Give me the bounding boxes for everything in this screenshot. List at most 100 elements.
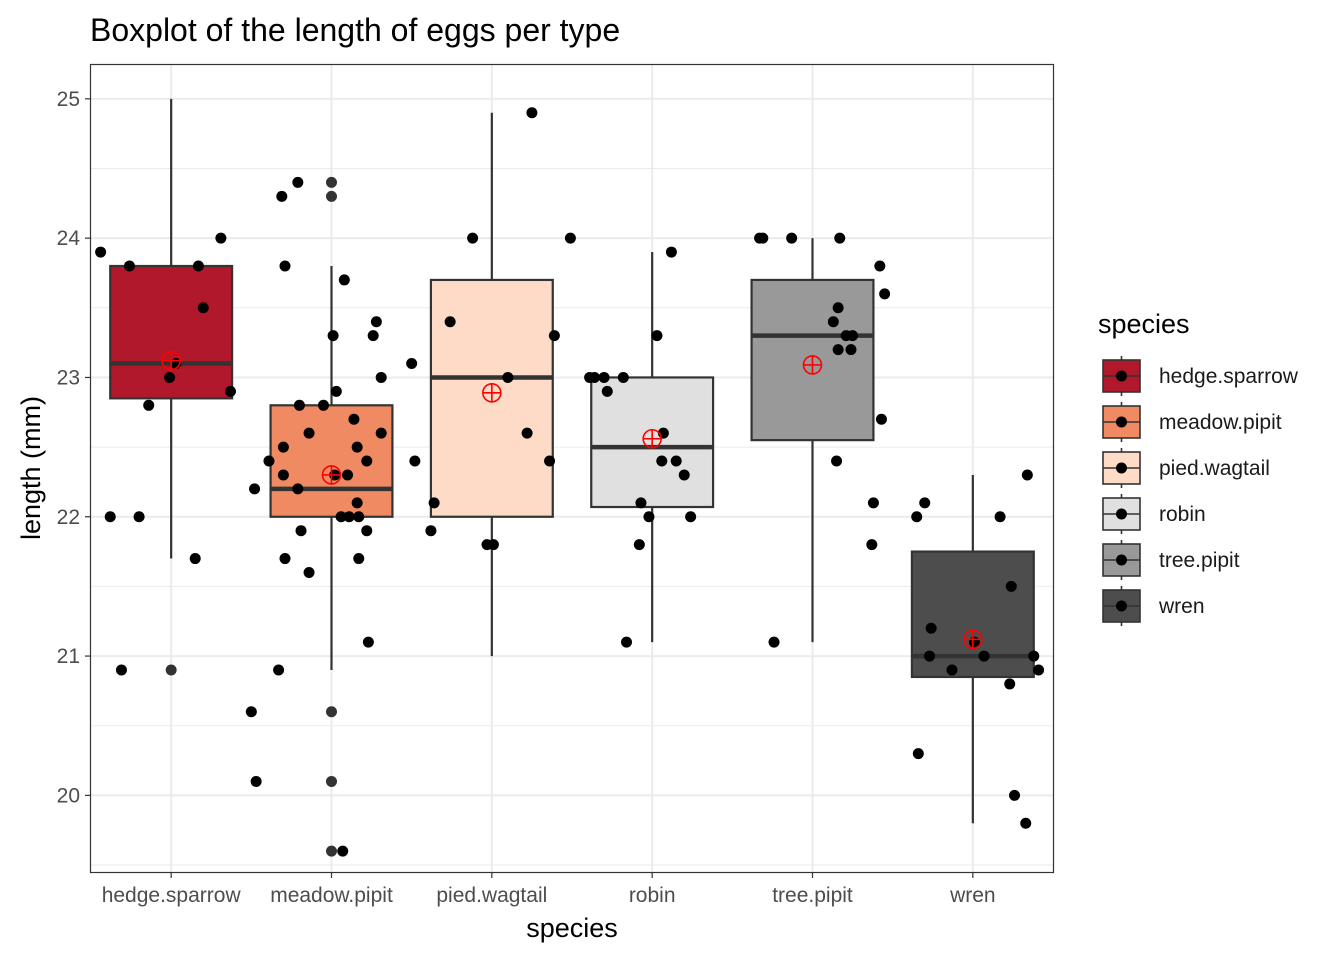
data-point: [912, 748, 924, 760]
data-point: [919, 497, 931, 509]
legend-key-robin: [1102, 494, 1141, 534]
legend: species hedge.sparrow meadow.pipit pied.wa…: [1098, 309, 1299, 626]
legend-point: [1116, 554, 1127, 566]
legend-label: hedge.sparrow: [1159, 365, 1299, 388]
data-point: [481, 539, 493, 551]
legend-key-meadow.pipit: [1102, 402, 1141, 442]
data-point: [1028, 650, 1040, 662]
x-axis: hedge.sparrow meadow.pipit pied.wagtail rob…: [102, 872, 996, 907]
data-point: [621, 636, 633, 648]
data-point: [643, 511, 655, 523]
data-point: [1005, 580, 1017, 592]
data-point: [544, 455, 556, 467]
means-layer: [161, 350, 983, 650]
data-point: [370, 316, 382, 328]
data-point: [467, 232, 479, 244]
y-tick-label: 24: [57, 227, 81, 250]
data-point: [635, 497, 647, 509]
data-point: [342, 469, 354, 481]
data-point: [428, 497, 440, 509]
data-point: [670, 455, 682, 467]
data-point: [279, 260, 291, 272]
data-point: [338, 274, 350, 286]
data-point: [875, 413, 887, 425]
data-point: [444, 316, 456, 328]
legend-key-wren: [1102, 586, 1141, 626]
data-point: [375, 371, 387, 383]
data-point: [521, 427, 533, 439]
outlier-point: [326, 706, 337, 718]
data-point: [633, 539, 645, 551]
data-point: [685, 511, 697, 523]
legend-label: robin: [1159, 503, 1206, 526]
data-point: [1004, 678, 1016, 690]
mean-marker: [482, 382, 502, 403]
data-point: [866, 539, 878, 551]
data-point: [831, 455, 843, 467]
y-tick-label: 23: [57, 366, 80, 389]
data-point: [827, 316, 839, 328]
data-point: [925, 622, 937, 634]
legend-label: pied.wagtail: [1159, 457, 1270, 480]
data-point: [143, 399, 155, 411]
mean-marker: [963, 629, 983, 650]
data-point: [192, 260, 204, 272]
outlier-point: [326, 176, 337, 188]
data-point: [249, 483, 261, 495]
y-tick-label: 20: [57, 784, 80, 807]
data-point: [361, 525, 373, 537]
data-point: [337, 845, 349, 857]
data-point: [757, 232, 769, 244]
outlier-point: [326, 845, 337, 857]
x-tick-label: pied.wagtail: [436, 884, 547, 907]
data-point: [601, 385, 613, 397]
outlier-point: [326, 775, 337, 787]
data-point: [215, 232, 227, 244]
data-point: [665, 246, 677, 258]
box-meadow.pipit: [269, 404, 394, 518]
data-point: [1020, 817, 1032, 829]
points-layer: [95, 107, 1045, 857]
outlier-point: [326, 190, 337, 202]
chart-title: Boxplot of the length of eggs per type: [90, 12, 620, 48]
y-tick-label: 22: [57, 506, 80, 529]
data-point: [832, 344, 844, 356]
data-point: [115, 664, 127, 676]
data-point: [847, 330, 859, 342]
data-point: [317, 399, 329, 411]
mean-marker: [642, 428, 662, 449]
y-axis: 20 21 22 23 24 25: [57, 88, 91, 807]
data-point: [303, 427, 315, 439]
x-tick-label: hedge.sparrow: [102, 884, 242, 907]
data-point: [164, 371, 176, 383]
data-point: [924, 650, 936, 662]
data-point: [1033, 664, 1045, 676]
data-point: [224, 385, 236, 397]
data-point: [327, 330, 339, 342]
data-point: [978, 650, 990, 662]
data-point: [292, 483, 304, 495]
data-point: [273, 664, 285, 676]
data-point: [678, 469, 690, 481]
legend-point: [1116, 416, 1127, 428]
x-tick-label: wren: [949, 884, 996, 907]
data-point: [867, 497, 879, 509]
data-point: [1009, 789, 1021, 801]
grid: [91, 64, 1053, 872]
data-point: [295, 525, 307, 537]
data-point: [104, 511, 116, 523]
data-point: [351, 497, 363, 509]
data-point: [768, 636, 780, 648]
data-point: [189, 553, 201, 565]
data-point: [343, 511, 355, 523]
legend-label: tree.pipit: [1159, 549, 1240, 572]
data-point: [133, 511, 145, 523]
data-point: [548, 330, 560, 342]
outlier-point: [165, 664, 177, 676]
data-point: [353, 511, 365, 523]
legend-title: species: [1098, 309, 1190, 339]
data-point: [348, 413, 360, 425]
data-point: [425, 525, 437, 537]
data-point: [362, 636, 374, 648]
